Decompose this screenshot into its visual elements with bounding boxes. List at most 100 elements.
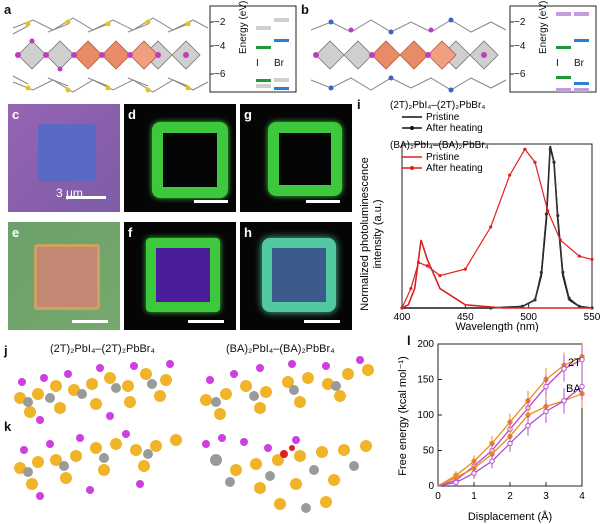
micrograph-f — [124, 222, 236, 330]
pl-series-point-1-4 — [539, 270, 543, 274]
fe-xlabel: Displacement (Å) — [468, 510, 552, 523]
pl-series-point-1-8 — [556, 214, 560, 218]
pl-series-point-3-11 — [558, 238, 562, 242]
energy-a-col-Br: Br — [274, 58, 284, 69]
pl-series-point-3-7 — [508, 173, 512, 177]
pl-ylabel-line2: intensity (a.u.) — [372, 199, 384, 268]
fe-label-BA: BA — [566, 383, 581, 395]
crystal-structure-a — [12, 17, 209, 93]
fe-point-3-4 — [507, 440, 513, 447]
pl-series-point-3-1 — [409, 286, 413, 291]
pl-legend-group-1: (BA)₂PbI₄–(BA)₂PbBr₄ — [390, 140, 489, 151]
fe-ylabel: Free energy (kcal mol⁻¹) — [397, 356, 409, 476]
energy-b-tick-3: −6 — [514, 69, 526, 80]
micrograph-h — [240, 222, 352, 330]
pl-series-point-3-3 — [425, 264, 429, 268]
fe-point-3-7 — [561, 398, 567, 404]
pl-series-point-3-8 — [523, 147, 527, 151]
micrograph-g — [240, 104, 352, 212]
pl-xtick-label-1: 450 — [457, 312, 474, 323]
pl-xlabel: Wavelength (nm) — [455, 321, 538, 332]
energy-a-col-I: I — [256, 58, 259, 69]
fe-point-3-6 — [543, 408, 549, 415]
energy-diagram-a — [209, 5, 297, 93]
panel-label-e: e — [12, 225, 20, 240]
fe-ytick-label-1: 50 — [423, 446, 435, 457]
energy-a-tick-3: −6 — [214, 69, 226, 80]
pl-series-point-1-11 — [577, 304, 581, 308]
pl-series-point-1-10 — [567, 296, 571, 300]
energy-a-tick-1: −2 — [214, 17, 226, 28]
fe-xtick-label-1: 1 — [471, 491, 477, 502]
fe-point-3-1 — [453, 479, 459, 486]
md-snapshot-2T-initial — [14, 360, 174, 424]
md-snapshot-2T-final — [14, 430, 182, 500]
fe-ytick-label-2: 100 — [417, 410, 434, 421]
energy-diagram-b — [509, 5, 597, 93]
pl-legend-marker-0-1 — [410, 126, 414, 130]
energy-b-tick-1: −2 — [514, 17, 526, 28]
panel-label-c: c — [12, 107, 20, 122]
pl-legend-item-1-0: Pristine — [426, 152, 460, 163]
fe-point-3-5 — [525, 422, 531, 429]
fe-point-3-2 — [471, 470, 477, 476]
micrograph-d — [124, 104, 236, 212]
micrograph-c — [8, 104, 120, 212]
panel-label-b: b — [301, 2, 309, 17]
scalebar-label: 3 μm — [56, 186, 83, 200]
pl-series-point-3-5 — [463, 267, 467, 271]
crystal-structure-b — [310, 17, 507, 93]
fe-point-1-6 — [543, 383, 549, 390]
fe-point-1-8 — [579, 356, 585, 363]
fe-xtick-label-3: 3 — [543, 491, 549, 502]
energy-b-col-Br: Br — [574, 58, 584, 69]
fe-label-2T: 2T — [568, 357, 581, 369]
panel-label-l: l — [407, 333, 411, 348]
pl-series-line-2 — [401, 239, 592, 309]
pl-series-point-3-6 — [489, 225, 493, 229]
panel-label-d: d — [128, 107, 136, 122]
panel-label-i: i — [357, 97, 361, 112]
panel-label-f: f — [128, 225, 133, 240]
panel-label-j: j — [4, 343, 8, 358]
fe-point-3-8 — [579, 383, 585, 390]
pl-legend-item-0-1: After heating — [426, 123, 483, 134]
pl-series-point-3-4 — [438, 274, 442, 278]
pl-series-point-1-7 — [552, 160, 556, 164]
pl-xtick-label-2: 500 — [520, 312, 537, 323]
pl-series-point-1-3 — [533, 298, 537, 302]
energy-a-tick-2: −4 — [214, 41, 226, 52]
fe-ytick-label-3: 150 — [417, 375, 434, 386]
panel-label-a: a — [4, 2, 12, 17]
pl-series-point-3-10 — [546, 209, 550, 213]
energy-b-tick-2: −4 — [514, 41, 526, 52]
pl-legend-item-0-0: Pristine — [426, 112, 460, 123]
energy-a-ylabel: Energy (eV) — [238, 0, 249, 54]
pl-series-point-1-5 — [544, 212, 548, 216]
pl-ylabel-line1: Normalized photoluminescence — [359, 157, 371, 310]
micrograph-e — [8, 222, 120, 330]
pl-legend-marker-1-1 — [410, 166, 414, 170]
fe-ytick-label-0: 0 — [428, 481, 434, 492]
snapshot-title-2T: (2T)₂PbI₄–(2T)₂PbBr₄ — [50, 343, 155, 355]
energy-b-col-I: I — [556, 58, 559, 69]
fe-xtick-label-0: 0 — [435, 491, 441, 502]
md-snapshot-BA-initial — [200, 356, 374, 420]
pl-series-point-3-12 — [577, 254, 581, 258]
md-snapshot-BA-final — [202, 434, 372, 513]
fe-ytick-label-4: 200 — [417, 339, 434, 350]
fe-point-3-3 — [489, 458, 495, 464]
pl-xtick-label-3: 550 — [584, 312, 600, 323]
pl-series-point-3-0 — [400, 306, 404, 310]
snapshot-title-BA: (BA)₂PbI₄–(BA)₂PbBr₄ — [226, 343, 335, 355]
pl-series-point-3-9 — [533, 160, 537, 164]
pl-spectrum-chart: 400 450 500 550 Normalized photoluminescenc… — [359, 100, 600, 332]
pl-series-point-1-9 — [561, 270, 565, 274]
fe-point-1-7 — [561, 366, 567, 372]
fe-xtick-label-4: 4 — [579, 491, 585, 502]
pl-series-point-3-2 — [416, 261, 421, 265]
pl-series-point-1-6 — [548, 147, 552, 151]
pl-legend-group-0: (2T)₂PbI₄–(2T)₂PbBr₄ — [390, 100, 485, 111]
pl-series-point-1-2 — [520, 304, 524, 308]
pl-xtick-label-0: 400 — [394, 312, 411, 323]
